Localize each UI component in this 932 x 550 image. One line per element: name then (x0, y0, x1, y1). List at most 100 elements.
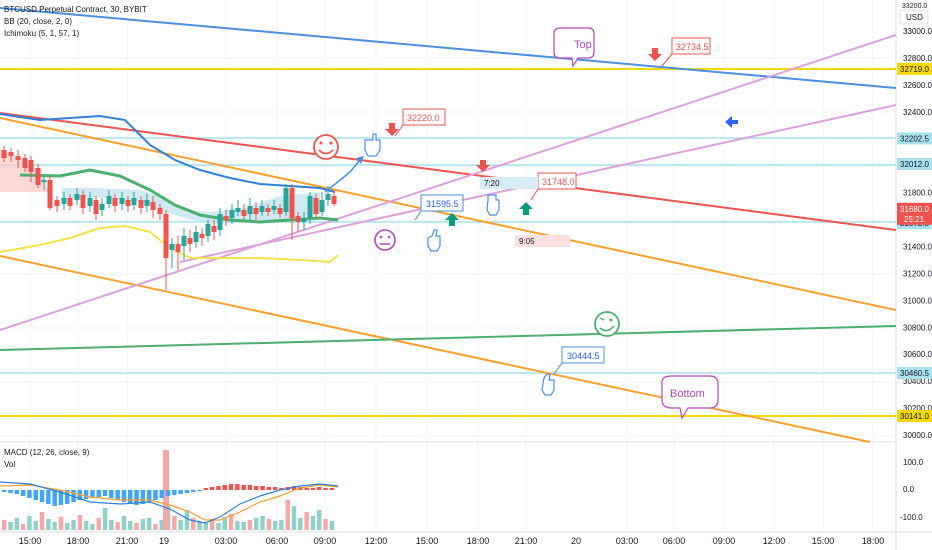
candle-body[interactable] (301, 218, 307, 222)
candle-body[interactable] (87, 198, 93, 206)
candle-body[interactable] (144, 200, 150, 206)
candle-body[interactable] (150, 202, 156, 210)
candle-body[interactable] (8, 152, 14, 156)
candle-body[interactable] (61, 198, 67, 204)
candle-body[interactable] (67, 198, 73, 206)
trendline-violet-lower[interactable] (0, 34, 897, 331)
bottom-bubble[interactable] (661, 375, 719, 420)
volume-bar (46, 519, 51, 530)
candle-body[interactable] (119, 198, 125, 204)
candle-body[interactable] (253, 208, 259, 214)
indicator-ichimoku-label[interactable]: Ichimoku (5, 1, 57, 1) (4, 29, 79, 38)
candle-body[interactable] (106, 196, 112, 204)
volume-bar (96, 518, 101, 530)
callout-31595-pointer (414, 210, 422, 221)
candle-body[interactable] (235, 208, 241, 212)
callout-32734[interactable] (671, 37, 711, 55)
candle-body[interactable] (169, 244, 175, 250)
candle-body[interactable] (99, 204, 105, 210)
candle-body[interactable] (331, 196, 337, 204)
macd-hist-bar (83, 490, 89, 499)
macd-hist-bar (146, 490, 152, 502)
indicator-bb-label[interactable]: BB (20, close, 2, 0) (4, 17, 72, 26)
candle-body[interactable] (217, 214, 223, 230)
tag-7-20-text: 7:20 (484, 179, 500, 188)
callout-32220-pointer (394, 124, 404, 137)
indicator-macd-label[interactable]: MACD (12, 26, close, 9) (4, 448, 90, 457)
candle-body[interactable] (307, 196, 313, 218)
candle-body[interactable] (241, 210, 247, 216)
current-price-badge (897, 202, 932, 225)
candle-body[interactable] (80, 195, 86, 208)
candle-body[interactable] (223, 216, 229, 220)
time-tick: 12:00 (763, 536, 786, 546)
candle-body[interactable] (131, 198, 137, 205)
candles[interactable] (1, 146, 337, 290)
candle-body[interactable] (283, 188, 289, 212)
macd-hist-bar (39, 490, 45, 502)
callout-31595[interactable] (420, 194, 464, 212)
price-axis[interactable]: 33200.033000.032800.032600.032400.032200… (902, 3, 932, 440)
horizontal-levels[interactable] (0, 68, 896, 417)
candle-body[interactable] (187, 238, 193, 244)
candle-body[interactable] (47, 180, 53, 208)
candle-body[interactable] (193, 232, 199, 242)
currency-button[interactable] (899, 9, 929, 25)
candle-body[interactable] (138, 200, 144, 208)
candle-body[interactable] (259, 206, 265, 212)
pointing-hand-icon (364, 133, 555, 396)
candle-body[interactable] (313, 198, 319, 214)
candle-body[interactable] (319, 200, 325, 212)
candle-body[interactable] (325, 194, 331, 200)
candle-body[interactable] (289, 188, 295, 218)
candle-body[interactable] (265, 208, 271, 212)
candle-body[interactable] (247, 206, 253, 214)
candle-body[interactable] (163, 214, 169, 258)
candle-body[interactable] (35, 168, 41, 185)
macd-hist-bar (153, 490, 158, 500)
candle-body[interactable] (199, 234, 205, 238)
callout-30444-pointer (553, 362, 563, 375)
time-tick: 21:00 (515, 536, 538, 546)
symbol-title[interactable]: BTCUSD Perpetual Contract, 30, BYBIT (4, 5, 147, 14)
candle-body[interactable] (1, 150, 7, 158)
candle-body[interactable] (181, 236, 187, 246)
callout-30444[interactable] (561, 346, 605, 364)
candle-body[interactable] (93, 200, 99, 214)
macd-hist-bar (310, 488, 316, 490)
volume-bar (65, 523, 70, 530)
candle-body[interactable] (112, 198, 118, 206)
trendline-blue[interactable] (0, 7, 897, 89)
trend-lines[interactable] (0, 7, 897, 443)
candle-body[interactable] (15, 156, 21, 160)
candle-body[interactable] (41, 180, 47, 182)
trendline-green[interactable] (0, 325, 897, 351)
candle-body[interactable] (157, 208, 163, 214)
tag-9-05[interactable] (515, 235, 570, 247)
indicator-vol-label[interactable]: Vol (4, 460, 15, 469)
top-bubble[interactable] (553, 27, 595, 68)
candle-body[interactable] (22, 158, 28, 168)
macd-hist-bar (90, 490, 95, 498)
candle-body[interactable] (54, 200, 60, 206)
callout-32220[interactable] (402, 108, 446, 126)
candle-body[interactable] (74, 194, 80, 200)
candle-body[interactable] (175, 244, 181, 252)
trendline-red[interactable] (0, 112, 897, 231)
time-axis[interactable]: 15:00 18:00 21:00 19 03:00 06:00 09:00 12:00 15:… (19, 536, 885, 546)
tag-7-20[interactable] (480, 177, 538, 189)
candle-body[interactable] (28, 160, 34, 172)
candle-body[interactable] (125, 200, 131, 206)
price-tick: 30800.0 (903, 323, 932, 332)
candle-body[interactable] (271, 206, 277, 210)
candle-body[interactable] (205, 224, 211, 236)
candle-body[interactable] (211, 226, 217, 232)
trendline-orange-upper[interactable] (0, 117, 897, 311)
candle-body[interactable] (277, 208, 283, 214)
candle-body[interactable] (295, 216, 301, 222)
candle-body[interactable] (229, 210, 235, 218)
macd-pane[interactable] (0, 450, 339, 530)
trendline-orange-lower[interactable] (0, 255, 871, 443)
annotations[interactable] (313, 27, 738, 420)
